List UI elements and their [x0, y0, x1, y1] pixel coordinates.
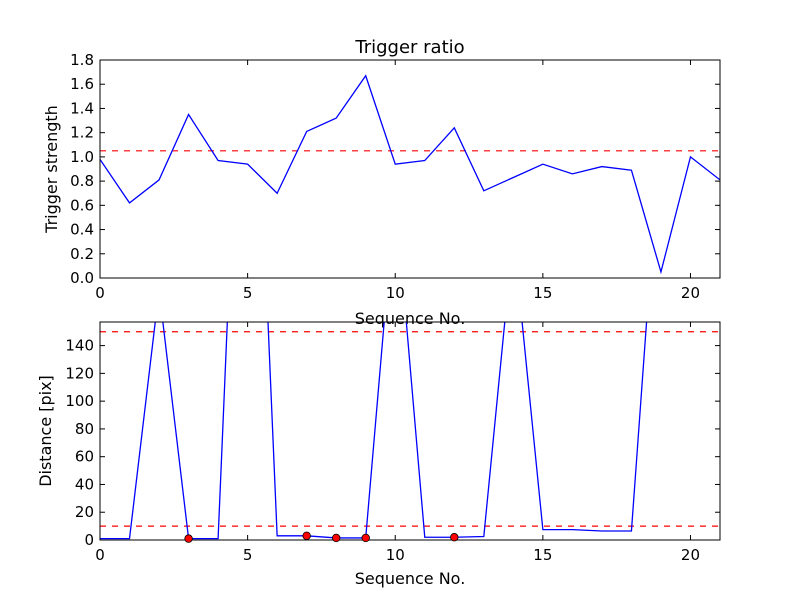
threshold-lines	[100, 331, 720, 527]
x-axis-label: Sequence No.	[355, 569, 466, 588]
series-group	[100, 322, 648, 540]
marker-point	[361, 533, 370, 543]
y-ticks: 0.0 0.2 0.4 0.6 0.8 1.0 1.2 1.4 1.6 1.8	[70, 51, 720, 287]
x-tick-label: 15	[533, 284, 552, 302]
y-tick-label: 80	[75, 420, 94, 438]
y-tick-label: 0.4	[70, 221, 94, 239]
y-tick-label: 0.6	[70, 196, 94, 214]
marker-point	[184, 534, 193, 543]
y-axis-label: Trigger strength	[42, 105, 61, 234]
y-tick-label: 0.8	[70, 172, 94, 190]
y-tick-label: 0.2	[70, 245, 94, 263]
x-tick-label: 20	[681, 546, 700, 564]
trigger-ratio-chart: Trigger ratio 0 5 10 15 20 0.0 0.2 0.4 0.6 0.8 1.…	[42, 37, 721, 328]
series-line	[100, 322, 648, 540]
marker-point	[450, 533, 459, 542]
x-ticks: 0 5 10 15 20	[95, 322, 700, 564]
x-tick-label: 15	[533, 546, 552, 564]
x-axis-label: Sequence No.	[355, 309, 466, 328]
x-tick-label: 5	[243, 284, 253, 302]
y-tick-label: 20	[75, 503, 94, 521]
y-tick-label: 40	[75, 475, 94, 493]
marker-group	[184, 531, 459, 543]
chart-title: Trigger ratio	[354, 37, 464, 58]
plot-frame	[99, 321, 721, 541]
y-axis-label: Distance [pix]	[36, 375, 55, 487]
marker-point	[302, 531, 311, 541]
y-tick-label: 0.0	[70, 269, 94, 287]
y-tick-label: 140	[65, 337, 94, 355]
x-tick-label: 0	[95, 284, 105, 302]
y-tick-label: 1.4	[70, 99, 94, 117]
y-tick-label: 1.0	[70, 148, 94, 166]
y-tick-label: 100	[65, 392, 94, 410]
y-ticks: 0 20 40 60 80 100 120 140	[65, 337, 720, 549]
y-tick-label: 0	[84, 531, 94, 549]
plot-frame	[99, 59, 721, 279]
y-tick-label: 120	[65, 364, 94, 382]
distance-chart: 0 5 10 15 20 0 20 40 60 80 100 120 140 Sequence No.…	[36, 321, 721, 588]
series-group	[100, 74, 720, 275]
y-tick-label: 1.8	[70, 51, 94, 69]
x-tick-label: 10	[386, 546, 405, 564]
x-ticks: 0 5 10 15 20	[95, 60, 700, 302]
x-tick-label: 10	[386, 284, 405, 302]
y-tick-label: 1.6	[70, 75, 94, 93]
series-line	[100, 74, 720, 275]
x-tick-label: 20	[681, 284, 700, 302]
y-tick-label: 60	[75, 448, 94, 466]
x-tick-label: 0	[95, 546, 105, 564]
x-tick-label: 5	[243, 546, 253, 564]
marker-point	[331, 533, 341, 543]
y-tick-label: 1.2	[70, 124, 94, 142]
